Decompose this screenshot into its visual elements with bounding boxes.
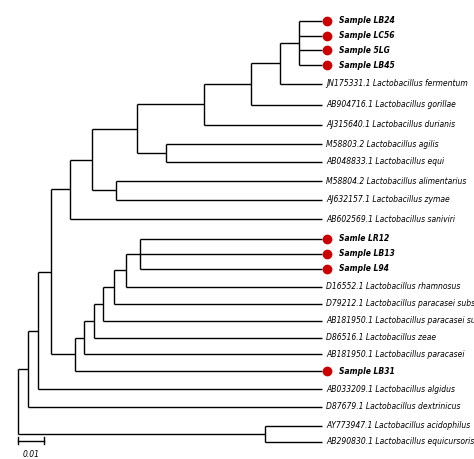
Text: Sample L94: Sample L94: [339, 264, 389, 274]
Text: AB904716.1 Lactobacillus gorillae: AB904716.1 Lactobacillus gorillae: [326, 100, 456, 109]
Text: D16552.1 Lactobacillus rhamnosus: D16552.1 Lactobacillus rhamnosus: [326, 282, 460, 291]
Text: AB290830.1 Lactobacillus equicursoris: AB290830.1 Lactobacillus equicursoris: [326, 437, 474, 446]
Text: M58803.2 Lactobacillus agilis: M58803.2 Lactobacillus agilis: [326, 140, 439, 149]
Text: 0.01: 0.01: [22, 450, 39, 459]
Text: AB602569.1 Lactobacillus saniviri: AB602569.1 Lactobacillus saniviri: [326, 215, 455, 224]
Text: AB033209.1 Lactobacillus algidus: AB033209.1 Lactobacillus algidus: [326, 385, 455, 394]
Text: AJ632157.1 Lactobacillus zymae: AJ632157.1 Lactobacillus zymae: [326, 195, 450, 204]
Text: AY773947.1 Lactobacillus acidophilus: AY773947.1 Lactobacillus acidophilus: [326, 421, 470, 431]
Text: Samle LR12: Samle LR12: [339, 234, 390, 243]
Text: M58804.2 Lactobacillus alimentarius: M58804.2 Lactobacillus alimentarius: [326, 177, 466, 186]
Text: D86516.1 Lactobacillus zeae: D86516.1 Lactobacillus zeae: [326, 333, 436, 342]
Text: AB048833.1 Lactobacillus equi: AB048833.1 Lactobacillus equi: [326, 157, 444, 166]
Text: Sample LC56: Sample LC56: [339, 31, 395, 40]
Text: Sample 5LG: Sample 5LG: [339, 46, 390, 55]
Text: AB181950.1 Lactobacillus paracasei subsp. tolerans: AB181950.1 Lactobacillus paracasei subsp…: [326, 316, 474, 325]
Text: D79212.1 Lactobacillus paracasei subsp. paracasei: D79212.1 Lactobacillus paracasei subsp. …: [326, 299, 474, 308]
Text: JN175331.1 Lactobacillus fermentum: JN175331.1 Lactobacillus fermentum: [326, 79, 468, 88]
Text: Sample LB24: Sample LB24: [339, 16, 395, 25]
Text: AJ315640.1 Lactobacillus durianis: AJ315640.1 Lactobacillus durianis: [326, 120, 455, 129]
Text: Sample LB31: Sample LB31: [339, 367, 395, 376]
Text: D87679.1 Lactobacillus dextrinicus: D87679.1 Lactobacillus dextrinicus: [326, 402, 461, 411]
Text: Sample LB45: Sample LB45: [339, 61, 395, 70]
Text: AB181950.1 Lactobacillus paracasei: AB181950.1 Lactobacillus paracasei: [326, 350, 465, 359]
Text: Sample LB13: Sample LB13: [339, 249, 395, 258]
